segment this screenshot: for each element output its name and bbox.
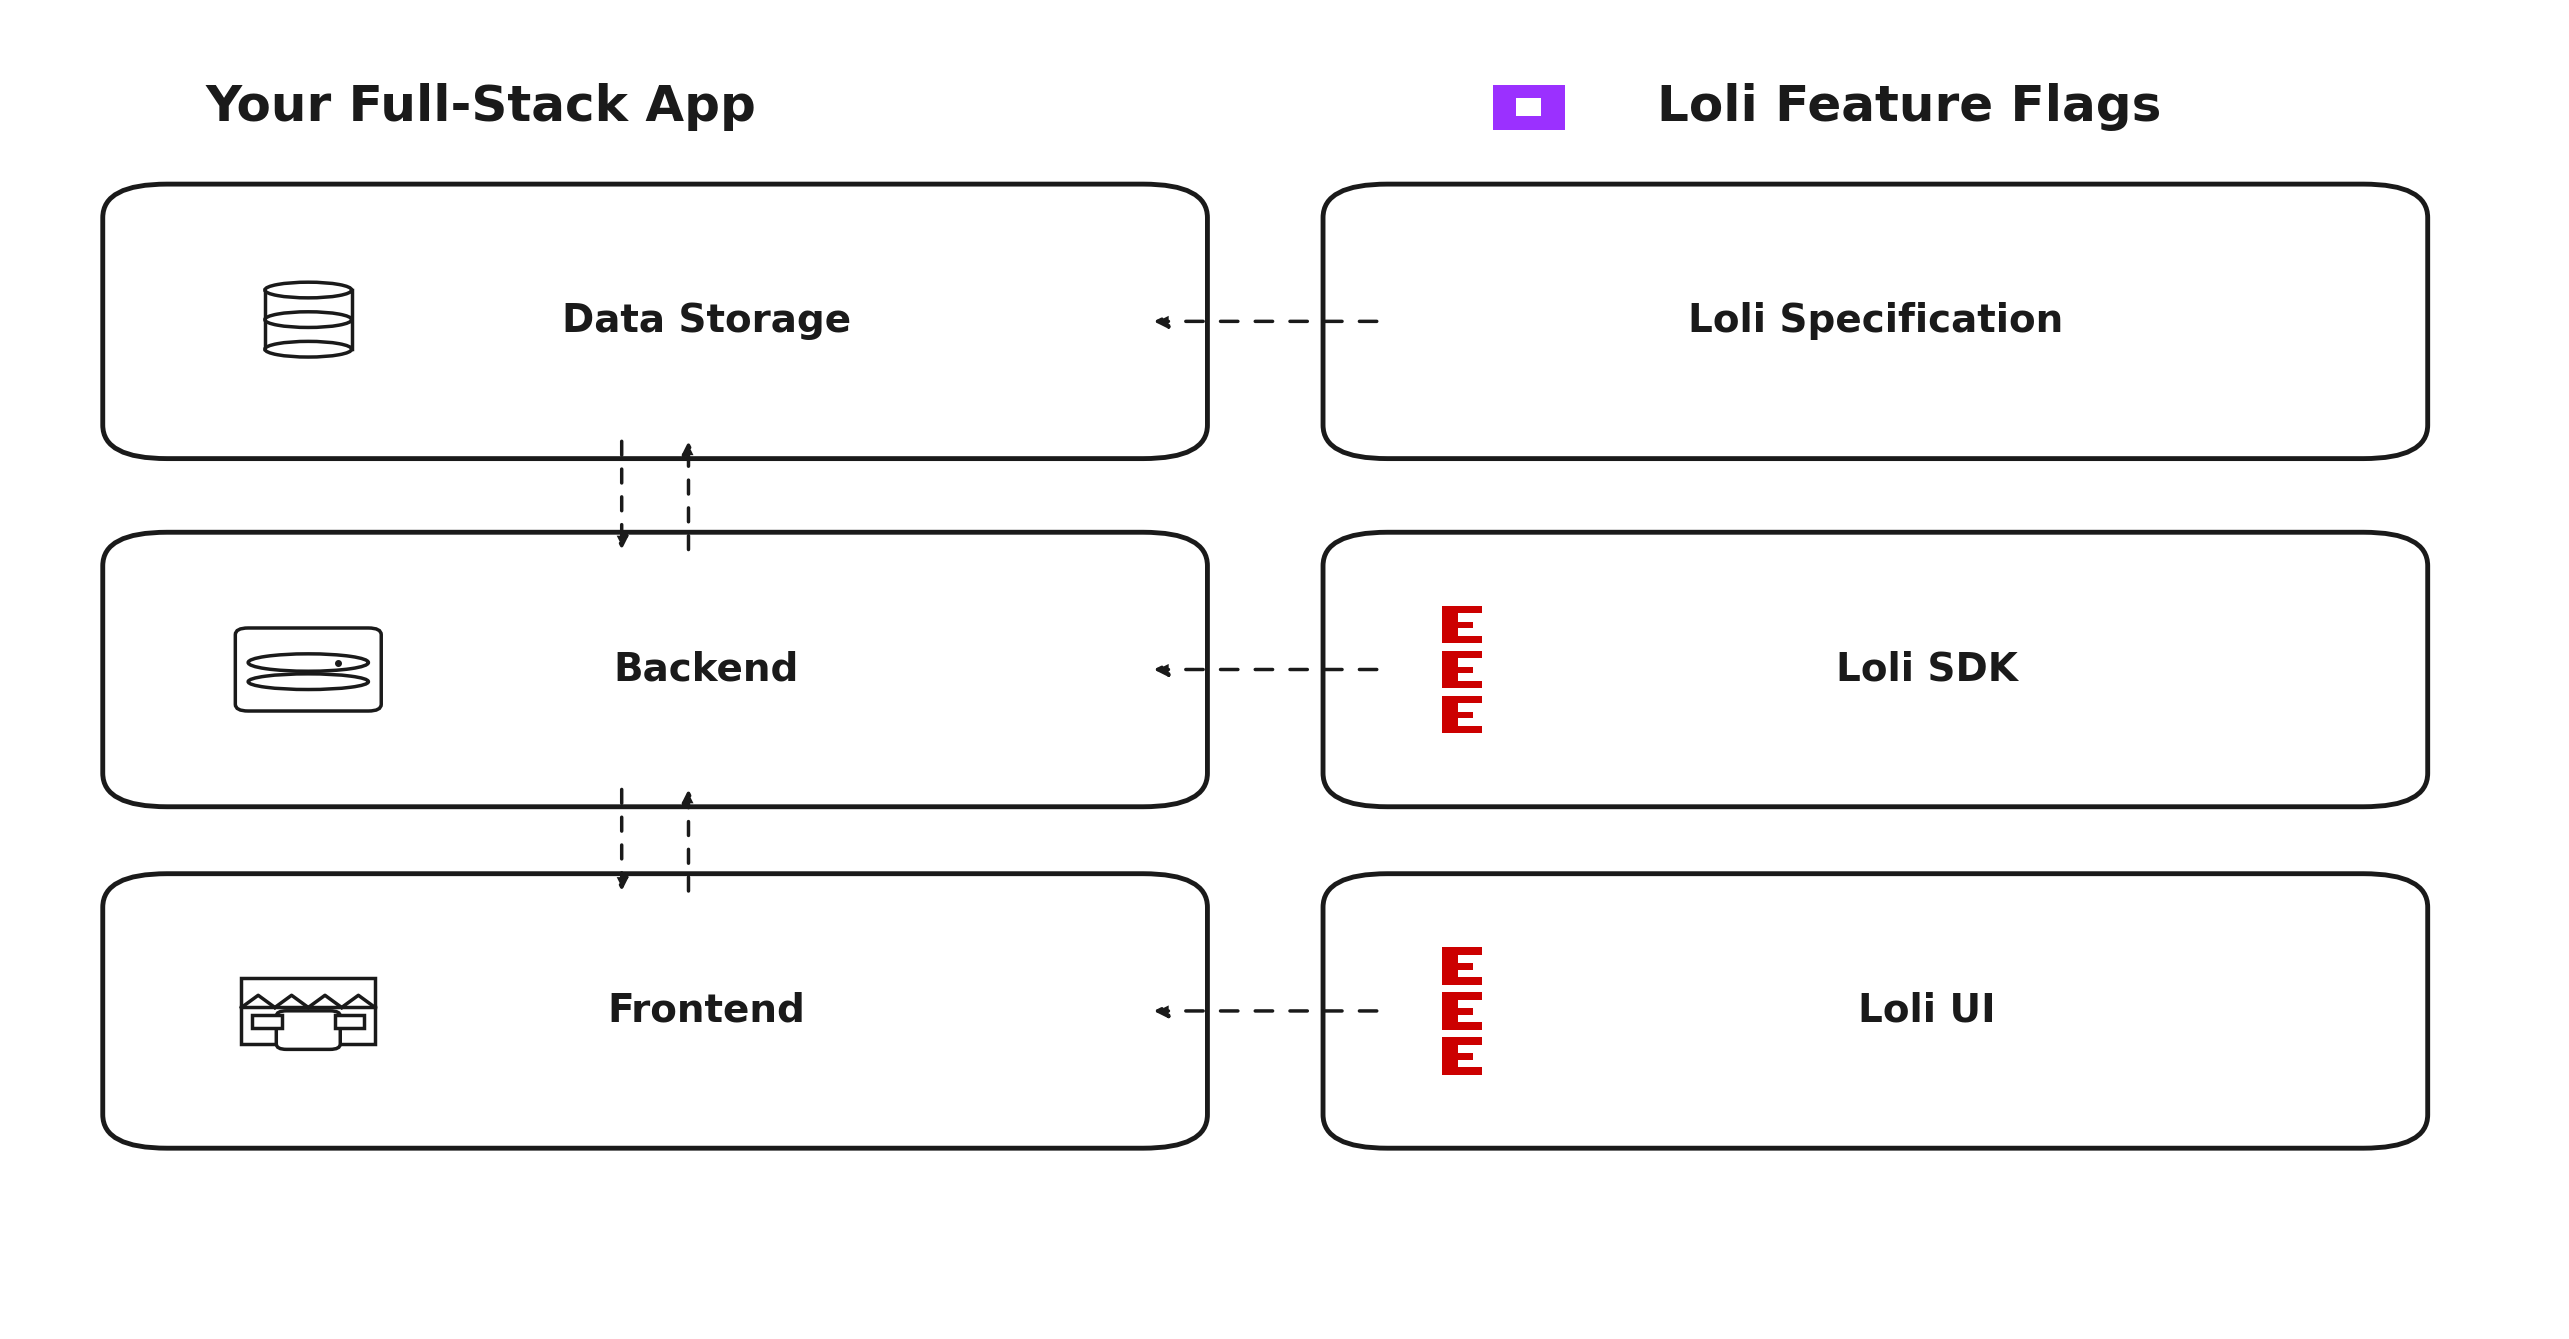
FancyBboxPatch shape <box>241 977 375 1044</box>
FancyBboxPatch shape <box>103 532 1207 806</box>
FancyBboxPatch shape <box>1441 651 1459 688</box>
FancyBboxPatch shape <box>1441 1067 1482 1075</box>
FancyBboxPatch shape <box>1323 183 2428 458</box>
Ellipse shape <box>249 653 367 671</box>
Ellipse shape <box>265 283 352 297</box>
FancyBboxPatch shape <box>1516 98 1541 116</box>
FancyBboxPatch shape <box>1441 605 1482 613</box>
FancyBboxPatch shape <box>1441 1038 1482 1044</box>
FancyBboxPatch shape <box>252 1015 283 1028</box>
FancyBboxPatch shape <box>103 183 1207 458</box>
FancyBboxPatch shape <box>277 1011 339 1050</box>
FancyBboxPatch shape <box>1441 696 1482 703</box>
FancyBboxPatch shape <box>103 873 1207 1149</box>
Text: Loli SDK: Loli SDK <box>1837 651 2017 688</box>
FancyBboxPatch shape <box>1441 1008 1472 1015</box>
FancyBboxPatch shape <box>334 1015 365 1028</box>
FancyBboxPatch shape <box>1441 621 1472 628</box>
FancyBboxPatch shape <box>1441 977 1482 984</box>
Ellipse shape <box>249 674 367 690</box>
FancyBboxPatch shape <box>1441 636 1482 643</box>
FancyBboxPatch shape <box>1441 667 1472 674</box>
Text: Loli Feature Flags: Loli Feature Flags <box>1657 83 2161 131</box>
FancyBboxPatch shape <box>1441 680 1482 688</box>
FancyBboxPatch shape <box>1441 712 1472 718</box>
FancyBboxPatch shape <box>1441 947 1459 984</box>
FancyBboxPatch shape <box>1441 696 1459 734</box>
FancyBboxPatch shape <box>1441 947 1482 955</box>
Text: Backend: Backend <box>614 651 799 688</box>
Ellipse shape <box>265 341 352 358</box>
FancyBboxPatch shape <box>1493 84 1565 130</box>
Text: Your Full-Stack App: Your Full-Stack App <box>206 83 755 131</box>
Text: Loli UI: Loli UI <box>1857 992 1996 1030</box>
FancyBboxPatch shape <box>1441 992 1459 1030</box>
Text: Data Storage: Data Storage <box>563 303 850 340</box>
FancyBboxPatch shape <box>1441 726 1482 734</box>
Ellipse shape <box>265 312 352 328</box>
FancyBboxPatch shape <box>1441 651 1482 659</box>
FancyBboxPatch shape <box>1441 1052 1472 1059</box>
Text: Loli Specification: Loli Specification <box>1688 303 2063 340</box>
FancyBboxPatch shape <box>1323 532 2428 806</box>
FancyBboxPatch shape <box>236 628 380 711</box>
Text: Frontend: Frontend <box>606 992 807 1030</box>
FancyBboxPatch shape <box>1323 873 2428 1149</box>
FancyBboxPatch shape <box>1441 605 1459 643</box>
FancyBboxPatch shape <box>1441 1022 1482 1030</box>
FancyBboxPatch shape <box>1441 1038 1459 1075</box>
FancyBboxPatch shape <box>1441 963 1472 969</box>
FancyBboxPatch shape <box>1441 992 1482 1000</box>
